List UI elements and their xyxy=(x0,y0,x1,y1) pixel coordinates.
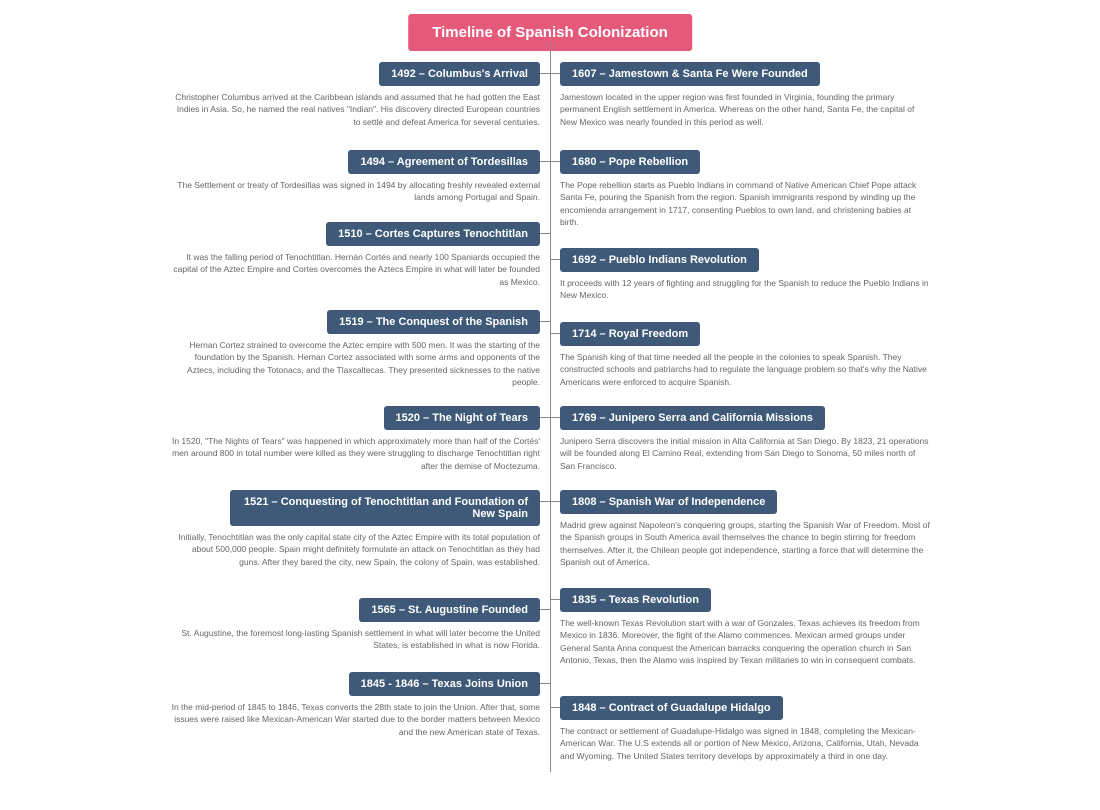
event-description: The well-known Texas Revolution start wi… xyxy=(560,617,930,666)
event-header: 1714 – Royal Freedom xyxy=(560,322,700,346)
timeline-entry: 1607 – Jamestown & Santa Fe Were Founded… xyxy=(560,62,1000,128)
connector-line xyxy=(540,161,550,162)
event-description: St. Augustine, the foremost long-lasting… xyxy=(170,627,540,652)
event-description: Junipero Serra discovers the initial mis… xyxy=(560,435,930,472)
event-header: 1808 – Spanish War of Independence xyxy=(560,490,777,514)
connector-line xyxy=(540,233,550,234)
connector-line xyxy=(550,417,560,418)
event-header: 1835 – Texas Revolution xyxy=(560,588,711,612)
connector-line xyxy=(540,683,550,684)
connector-line xyxy=(540,609,550,610)
timeline-entry: 1510 – Cortes Captures Tenochtitlan It wa… xyxy=(100,222,540,288)
connector-line xyxy=(550,333,560,334)
event-description: In the mid-period of 1845 to 1846, Texas… xyxy=(170,701,540,738)
event-description: The Pope rebellion starts as Pueblo Indi… xyxy=(560,179,930,228)
event-description: In 1520, "The Nights of Tears" was happe… xyxy=(170,435,540,472)
timeline-entry: 1521 – Conquesting of Tenochtitlan and F… xyxy=(100,490,540,568)
connector-line xyxy=(550,73,560,74)
connector-line xyxy=(540,321,550,322)
connector-line xyxy=(550,501,560,502)
connector-line xyxy=(550,707,560,708)
timeline-entry: 1520 – The Night of Tears In 1520, "The N… xyxy=(100,406,540,472)
timeline-entry: 1565 – St. Augustine Founded St. Augustin… xyxy=(100,598,540,652)
event-header: 1492 – Columbus's Arrival xyxy=(379,62,540,86)
event-description: The contract or settlement of Guadalupe-… xyxy=(560,725,930,762)
timeline-entry: 1845 - 1846 – Texas Joins Union In the mi… xyxy=(100,672,540,738)
timeline-entry: 1714 – Royal Freedom The Spanish king of … xyxy=(560,322,1000,388)
timeline-entry: 1692 – Pueblo Indians Revolution It proce… xyxy=(560,248,1000,302)
event-description: Madrid grew against Napoleon's conquerin… xyxy=(560,519,930,568)
timeline-entry: 1680 – Pope Rebellion The Pope rebellion … xyxy=(560,150,1000,228)
event-header: 1769 – Junipero Serra and California Mis… xyxy=(560,406,825,430)
event-description: Jamestown located in the upper region wa… xyxy=(560,91,930,128)
event-description: It was the falling period of Tenochtitla… xyxy=(170,251,540,288)
event-header: 1692 – Pueblo Indians Revolution xyxy=(560,248,759,272)
timeline-entry: 1835 – Texas Revolution The well-known Te… xyxy=(560,588,1000,666)
event-description: Initially, Tenochtitlan was the only cap… xyxy=(170,531,540,568)
event-description: Christopher Columbus arrived at the Cari… xyxy=(170,91,540,128)
event-header: 1520 – The Night of Tears xyxy=(384,406,540,430)
timeline-entry: 1492 – Columbus's Arrival Christopher Col… xyxy=(100,62,540,128)
event-description: The Settlement or treaty of Tordesillas … xyxy=(170,179,540,204)
main-connector-line xyxy=(550,42,551,772)
event-header: 1521 – Conquesting of Tenochtitlan and F… xyxy=(230,490,540,526)
event-header: 1494 – Agreement of Tordesillas xyxy=(348,150,540,174)
timeline-entry: 1494 – Agreement of Tordesillas The Settl… xyxy=(100,150,540,204)
event-description: It proceeds with 12 years of fighting an… xyxy=(560,277,930,302)
connector-line xyxy=(540,417,550,418)
connector-line xyxy=(540,501,550,502)
event-description: Hernan Cortez strained to overcome the A… xyxy=(170,339,540,388)
event-header: 1519 – The Conquest of the Spanish xyxy=(327,310,540,334)
connector-line xyxy=(550,161,560,162)
event-header: 1510 – Cortes Captures Tenochtitlan xyxy=(326,222,540,246)
timeline-entry: 1519 – The Conquest of the Spanish Hernan… xyxy=(100,310,540,388)
event-header: 1680 – Pope Rebellion xyxy=(560,150,700,174)
event-header: 1607 – Jamestown & Santa Fe Were Founded xyxy=(560,62,820,86)
connector-line xyxy=(550,599,560,600)
connector-line xyxy=(550,259,560,260)
connector-line xyxy=(540,73,550,74)
timeline-entry: 1808 – Spanish War of Independence Madrid… xyxy=(560,490,1000,568)
event-header: 1848 – Contract of Guadalupe Hidalgo xyxy=(560,696,783,720)
event-header: 1565 – St. Augustine Founded xyxy=(359,598,540,622)
timeline-entry: 1769 – Junipero Serra and California Mis… xyxy=(560,406,1000,472)
event-header: 1845 - 1846 – Texas Joins Union xyxy=(349,672,540,696)
event-description: The Spanish king of that time needed all… xyxy=(560,351,930,388)
timeline-entry: 1848 – Contract of Guadalupe Hidalgo The … xyxy=(560,696,1000,762)
